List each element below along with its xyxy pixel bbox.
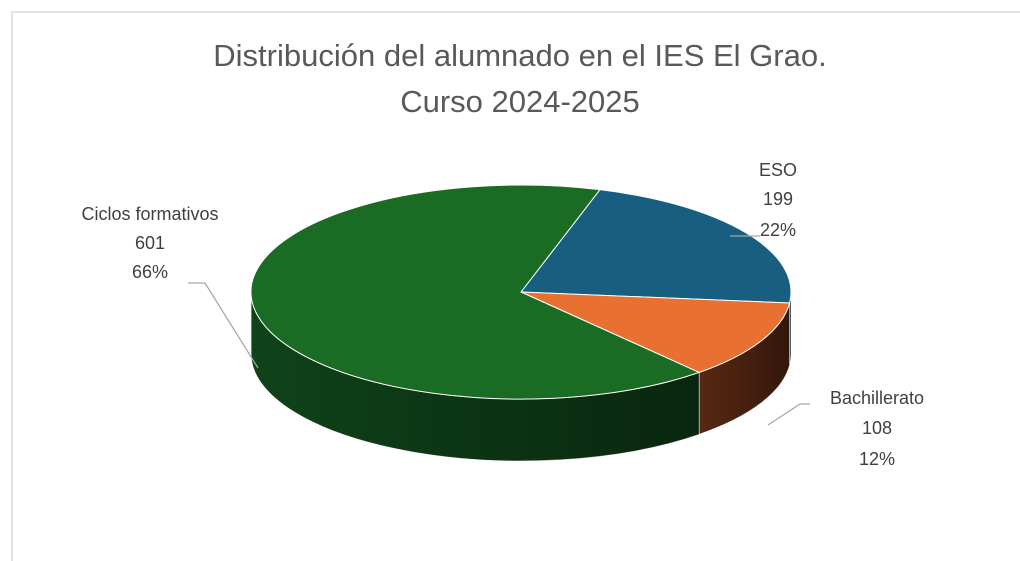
slice-value: 199: [763, 189, 793, 209]
pie-slice: [250, 184, 701, 400]
slice-value: 108: [862, 418, 892, 438]
leader-line: [188, 282, 259, 369]
chart-title: Curso 2024-2025: [400, 84, 640, 119]
pie-side-shade: [250, 292, 700, 461]
slice-label: Bachillerato: [830, 388, 924, 408]
slice-percent: 22%: [760, 220, 796, 240]
chart-frame: [11, 11, 1020, 561]
slice-label: Ciclos formativos: [81, 204, 218, 224]
leader-lines: [188, 235, 810, 426]
slice-value: 601: [135, 233, 165, 253]
pie: [250, 184, 792, 462]
pie-slice: [520, 291, 791, 373]
slice-percent: 12%: [859, 449, 895, 469]
leader-line: [767, 403, 810, 426]
pie-side-shade: [699, 302, 790, 435]
slice-label: ESO: [759, 160, 797, 180]
chart-title: Distribución del alumnado en el IES El G…: [213, 38, 826, 73]
slice-percent: 66%: [132, 262, 168, 282]
pie-slice: [520, 189, 792, 304]
